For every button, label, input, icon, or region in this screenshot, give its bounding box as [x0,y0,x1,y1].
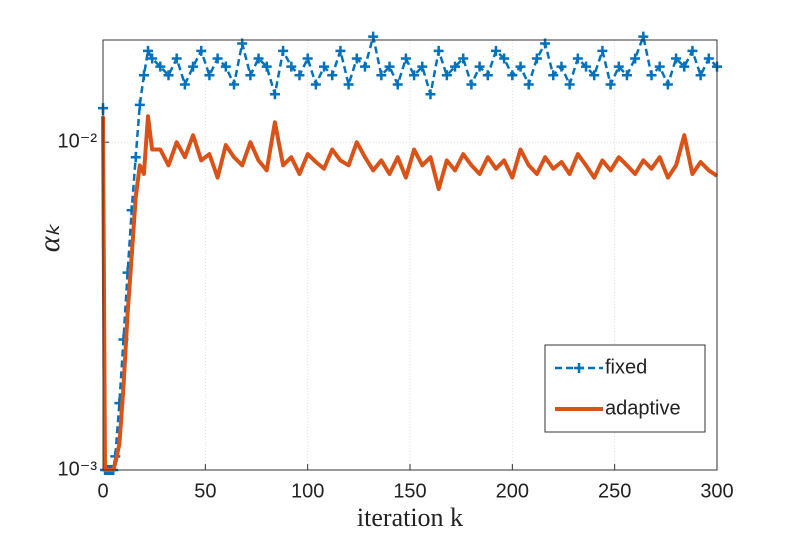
marker [220,61,231,72]
x-tick-label: 50 [194,480,216,502]
marker [269,89,280,100]
legend-box [544,344,706,433]
marker [605,79,616,90]
marker [359,61,370,72]
y-tick-label: 10⁻² [58,130,98,152]
marker [425,89,436,100]
marker [687,45,698,56]
marker [327,70,338,81]
x-tick-label: 200 [496,480,529,502]
marker [376,70,387,81]
legend-label: fixed [605,356,647,378]
marker [662,79,673,90]
marker [646,70,657,81]
x-tick-label: 250 [598,480,631,502]
marker [212,53,223,64]
marker [531,53,542,64]
marker [130,152,141,163]
marker [188,61,199,72]
marker [163,70,174,81]
marker [621,70,632,81]
plot-frame [102,39,718,471]
marker [556,61,567,72]
marker [654,61,665,72]
marker [134,99,145,110]
marker [392,79,403,90]
marker [155,61,166,72]
marker [278,45,289,56]
marker [515,61,526,72]
marker [253,53,264,64]
marker [507,70,518,81]
marker [171,53,182,64]
marker [630,53,641,64]
legend-marker [574,363,584,373]
marker [490,45,501,56]
marker [302,53,313,64]
y-tick-label: 10⁻³ [58,458,98,480]
marker [695,70,706,81]
legend-label: adaptive [605,397,681,419]
marker [196,45,207,56]
marker [589,70,600,81]
marker [409,70,420,81]
marker [351,53,362,64]
marker [466,79,477,90]
marker [400,53,411,64]
series-line [101,114,719,472]
marker [245,70,256,81]
x-axis-label: iteration k [357,503,463,532]
marker [523,79,534,90]
marker [703,53,714,64]
marker [441,70,452,81]
marker [572,53,583,64]
marker [499,53,510,64]
marker [417,61,428,72]
x-tick-label: 300 [700,480,733,502]
marker [335,45,346,56]
x-tick-label: 100 [291,480,324,502]
marker [319,61,330,72]
marker [343,79,354,90]
marker [143,45,154,56]
marker [433,45,444,56]
marker [581,61,592,72]
x-tick-label: 0 [97,480,108,502]
marker [679,61,690,72]
marker [450,61,461,72]
marker [384,61,395,72]
marker [204,70,215,81]
marker [548,70,559,81]
marker [613,61,624,72]
marker [228,79,239,90]
y-axis-label: αₖ [33,224,66,253]
legend: fixed adaptive [544,344,706,433]
marker [286,61,297,72]
marker [474,61,485,72]
marker [564,79,575,90]
marker [597,45,608,56]
marker [458,53,469,64]
marker [147,53,158,64]
marker [482,70,493,81]
marker [261,61,272,72]
marker [671,53,682,64]
x-tick-label: 150 [393,480,426,502]
marker [310,79,321,90]
marker [179,79,190,90]
marker [138,70,149,81]
marker [294,70,305,81]
